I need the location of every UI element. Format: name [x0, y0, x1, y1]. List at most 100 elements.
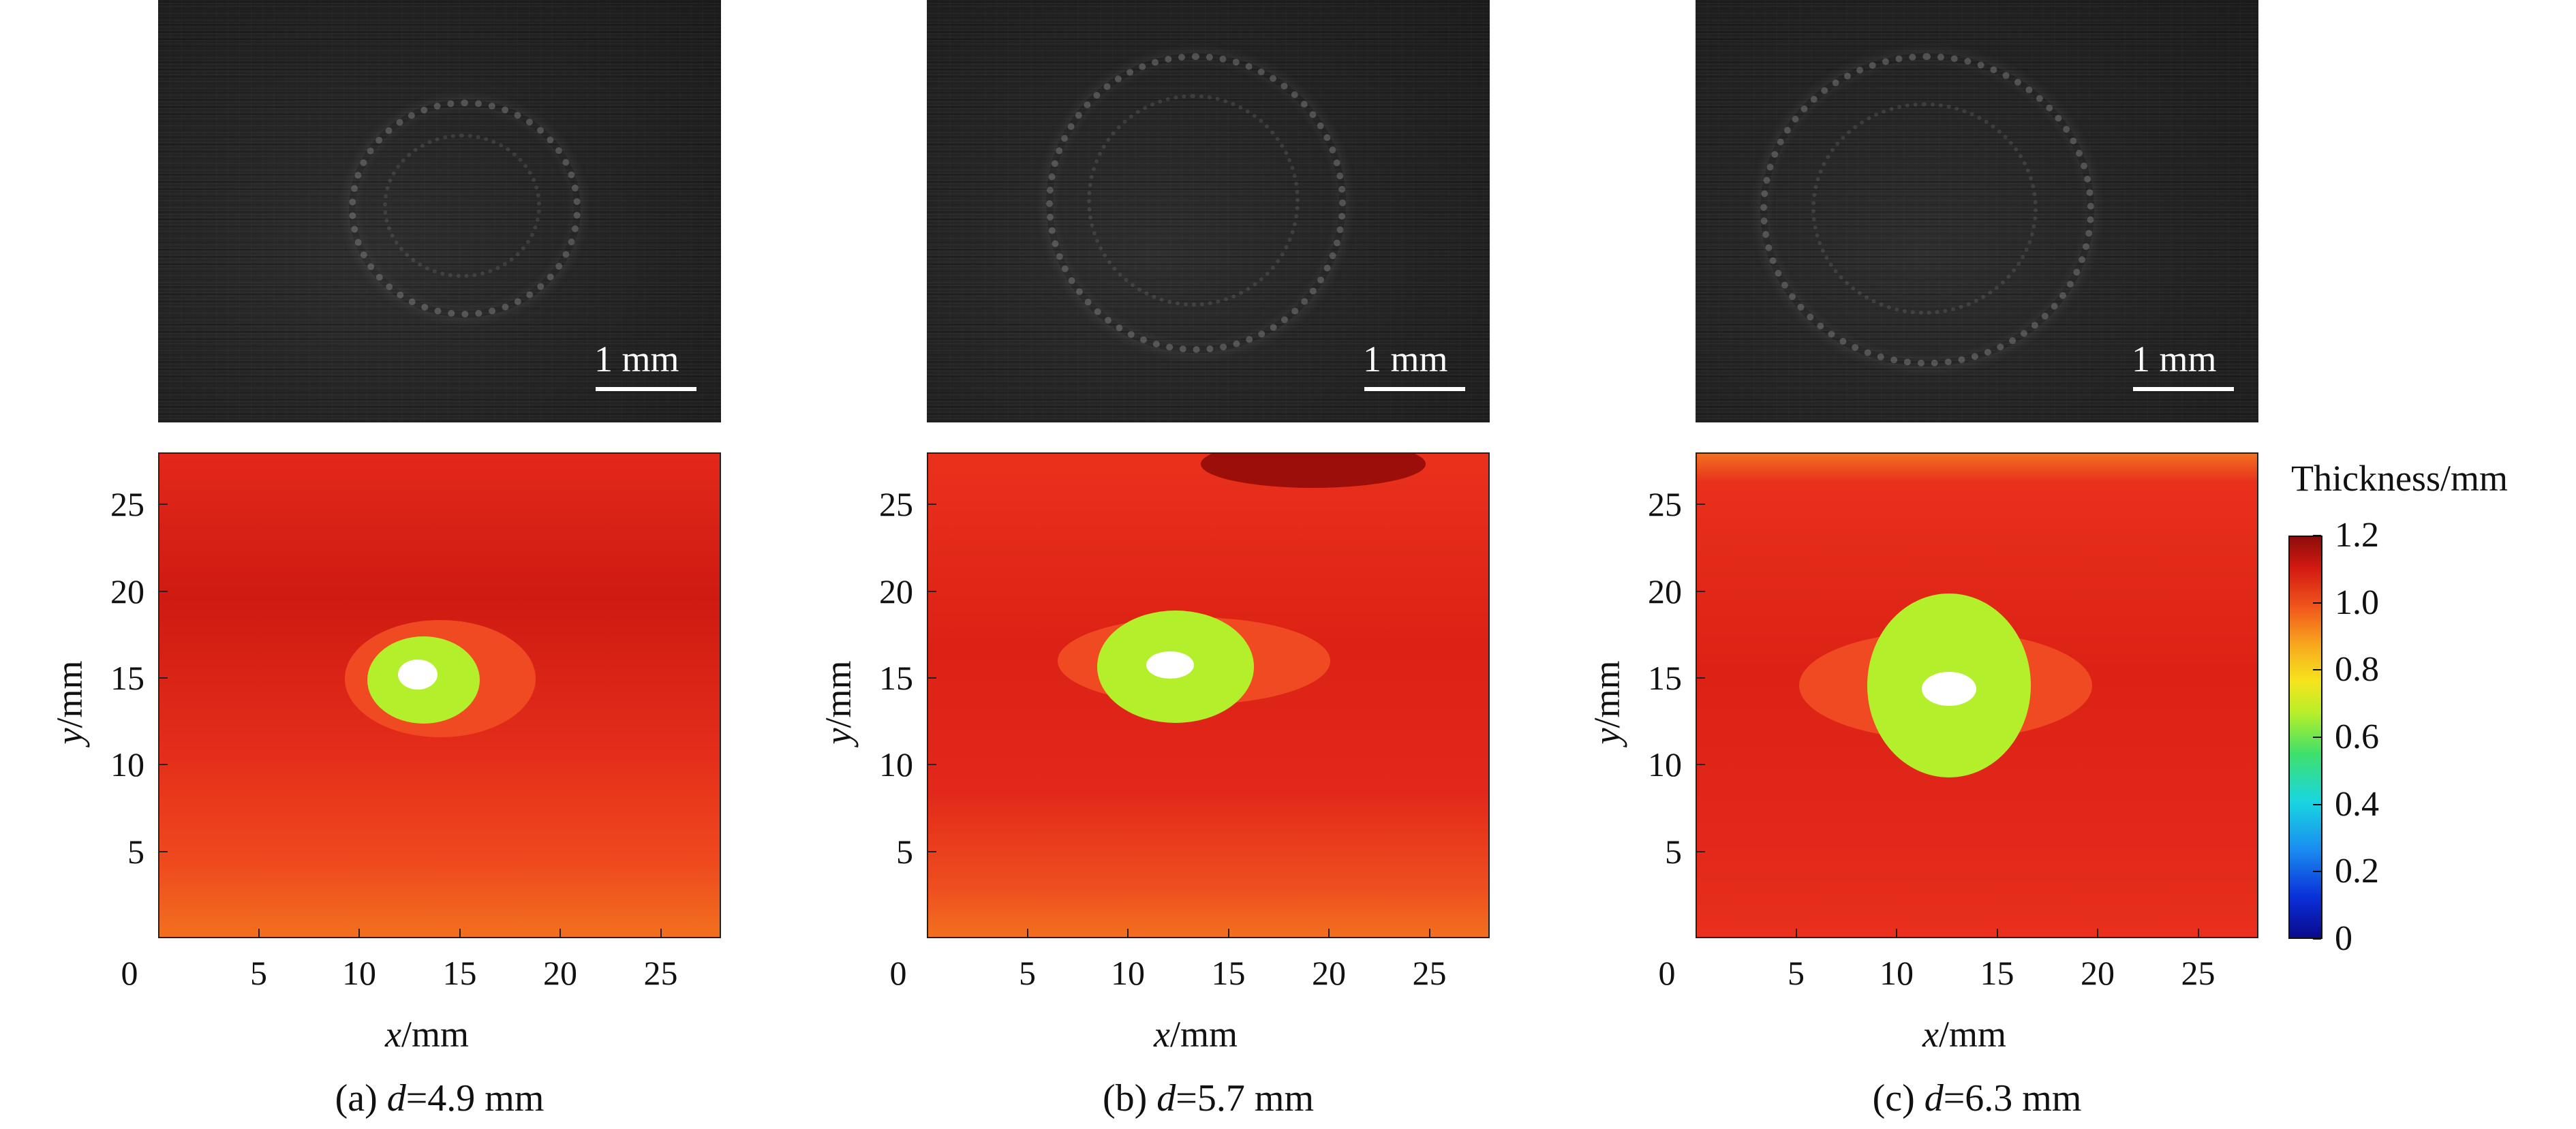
y-axis-title-b: y/mm	[818, 641, 859, 764]
thickness-map-a	[158, 452, 721, 938]
x-tick-mark-c	[2097, 929, 2098, 938]
weld-ring-c	[1760, 53, 2094, 367]
colorbar-tick-label: 1.2	[2335, 516, 2379, 555]
x-tick-mark-b	[1328, 929, 1330, 938]
y-axis-unit-b: /mm	[818, 660, 859, 728]
scale-bar-c	[2133, 387, 2234, 391]
micrograph-b: 1 mm	[927, 0, 1490, 422]
x-tick-mark-a	[559, 929, 561, 938]
y-axis-var-b: y	[818, 728, 859, 745]
x-axis-unit-a: /mm	[401, 1014, 469, 1055]
y-tick-label-b: 10	[879, 745, 913, 784]
x-tick-mark-c	[2197, 929, 2199, 938]
thickness-map-c	[1696, 452, 2258, 938]
x-axis-unit-b: /mm	[1169, 1014, 1238, 1055]
y-tick-label-a: 20	[110, 572, 144, 610]
caption-value-a: =4.9 mm	[405, 1077, 545, 1119]
y-tick-mark-c	[1696, 590, 1705, 592]
y-tick-label-c: 15	[1648, 659, 1682, 698]
x-tick-label-b: 0	[889, 954, 907, 992]
y-axis-title-a: y/mm	[49, 641, 90, 764]
y-tick-label-a: 25	[110, 485, 144, 524]
y-axis-title-c: y/mm	[1586, 641, 1627, 764]
y-tick-mark-a	[158, 850, 168, 852]
weld-ring-b	[1046, 53, 1346, 353]
y-tick-mark-c	[1696, 677, 1705, 679]
colorbar-tick-mark	[2313, 938, 2321, 940]
x-tick-label-c: 10	[1880, 954, 1914, 992]
x-tick-label-a: 15	[442, 954, 477, 992]
x-tick-label-c: 5	[1788, 954, 1805, 992]
x-tick-mark-c	[1795, 929, 1797, 938]
y-tick-label-a: 10	[110, 745, 144, 784]
y-tick-mark-b	[927, 590, 936, 592]
x-tick-label-b: 25	[1412, 954, 1447, 992]
colorbar-tick-label: 0.6	[2335, 717, 2379, 756]
micrograph-c: 1 mm	[1696, 0, 2258, 422]
colorbar-tick-mark	[2313, 803, 2321, 805]
y-tick-label-c: 25	[1648, 485, 1682, 524]
colorbar-title: Thickness/mm	[2291, 458, 2508, 499]
caption-c: (c) d=6.3 mm	[1696, 1079, 2258, 1117]
x-tick-mark-c	[1896, 929, 1897, 938]
scale-bar-b	[1364, 387, 1465, 391]
x-axis-title-c: x/mm	[1922, 1016, 2006, 1053]
colorbar-tick-mark	[2313, 669, 2321, 671]
caption-var-b: d	[1156, 1077, 1176, 1119]
y-tick-mark-a	[158, 590, 168, 592]
colorbar-tick-label: 0	[2335, 919, 2352, 958]
x-tick-label-a: 0	[121, 954, 138, 992]
caption-b: (b) d=5.7 mm	[927, 1079, 1490, 1117]
y-tick-label-b: 20	[879, 572, 913, 610]
x-tick-label-c: 25	[2181, 954, 2215, 992]
caption-value-b: =5.7 mm	[1176, 1077, 1314, 1119]
y-axis-unit-a: /mm	[49, 660, 90, 728]
colorbar-tick-label: 0.8	[2335, 650, 2379, 690]
colorbar-tick-mark	[2313, 737, 2321, 738]
weld-ring-inner-c	[1811, 102, 2038, 315]
x-tick-mark-b	[1428, 929, 1430, 938]
y-axis-unit-c: /mm	[1586, 660, 1627, 728]
x-tick-mark-a	[358, 929, 360, 938]
y-tick-label-a: 5	[127, 832, 144, 871]
colorbar-tick-mark	[2313, 535, 2321, 536]
y-tick-label-b: 15	[879, 659, 913, 698]
x-axis-title-a: x/mm	[385, 1016, 469, 1053]
scale-bar-label-a: 1 mm	[594, 339, 679, 380]
y-tick-label-a: 15	[110, 659, 144, 698]
x-tick-mark-a	[660, 929, 662, 938]
y-tick-mark-c	[1696, 504, 1705, 506]
x-tick-label-a: 5	[250, 954, 267, 992]
x-axis-var-b: x	[1154, 1014, 1170, 1055]
colorbar-tick-label: 1.0	[2335, 583, 2379, 622]
void-c	[1922, 672, 1976, 706]
x-tick-label-b: 20	[1312, 954, 1346, 992]
y-tick-label-c: 5	[1665, 832, 1682, 871]
scale-bar-label-c: 1 mm	[2132, 339, 2217, 380]
caption-prefix-a: (a)	[335, 1077, 387, 1119]
weld-ring-a	[349, 99, 581, 318]
void-b	[1146, 651, 1194, 679]
y-tick-mark-b	[927, 850, 936, 852]
caption-a: (a) d=4.9 mm	[158, 1079, 721, 1117]
y-axis-var-a: y	[49, 728, 90, 745]
x-tick-mark-a	[459, 929, 461, 938]
y-tick-label-b: 5	[896, 832, 913, 871]
x-tick-mark-b	[1227, 929, 1229, 938]
y-tick-label-b: 25	[879, 485, 913, 524]
micrograph-a: 1 mm	[158, 0, 721, 422]
weld-ring-inner-b	[1087, 94, 1300, 307]
y-tick-mark-b	[927, 677, 936, 679]
x-tick-label-c: 15	[1980, 954, 2014, 992]
x-tick-mark-a	[258, 929, 260, 938]
caption-var-c: d	[1924, 1077, 1944, 1119]
y-tick-mark-a	[158, 677, 168, 679]
y-tick-mark-a	[158, 764, 168, 766]
dark-band-b	[1201, 454, 1426, 488]
caption-prefix-b: (b)	[1103, 1077, 1157, 1119]
y-tick-label-c: 10	[1648, 745, 1682, 784]
colorbar-tick-label: 0.4	[2335, 784, 2379, 824]
x-axis-var-a: x	[385, 1014, 401, 1055]
scale-bar-a	[596, 387, 696, 391]
y-tick-label-c: 20	[1648, 572, 1682, 610]
